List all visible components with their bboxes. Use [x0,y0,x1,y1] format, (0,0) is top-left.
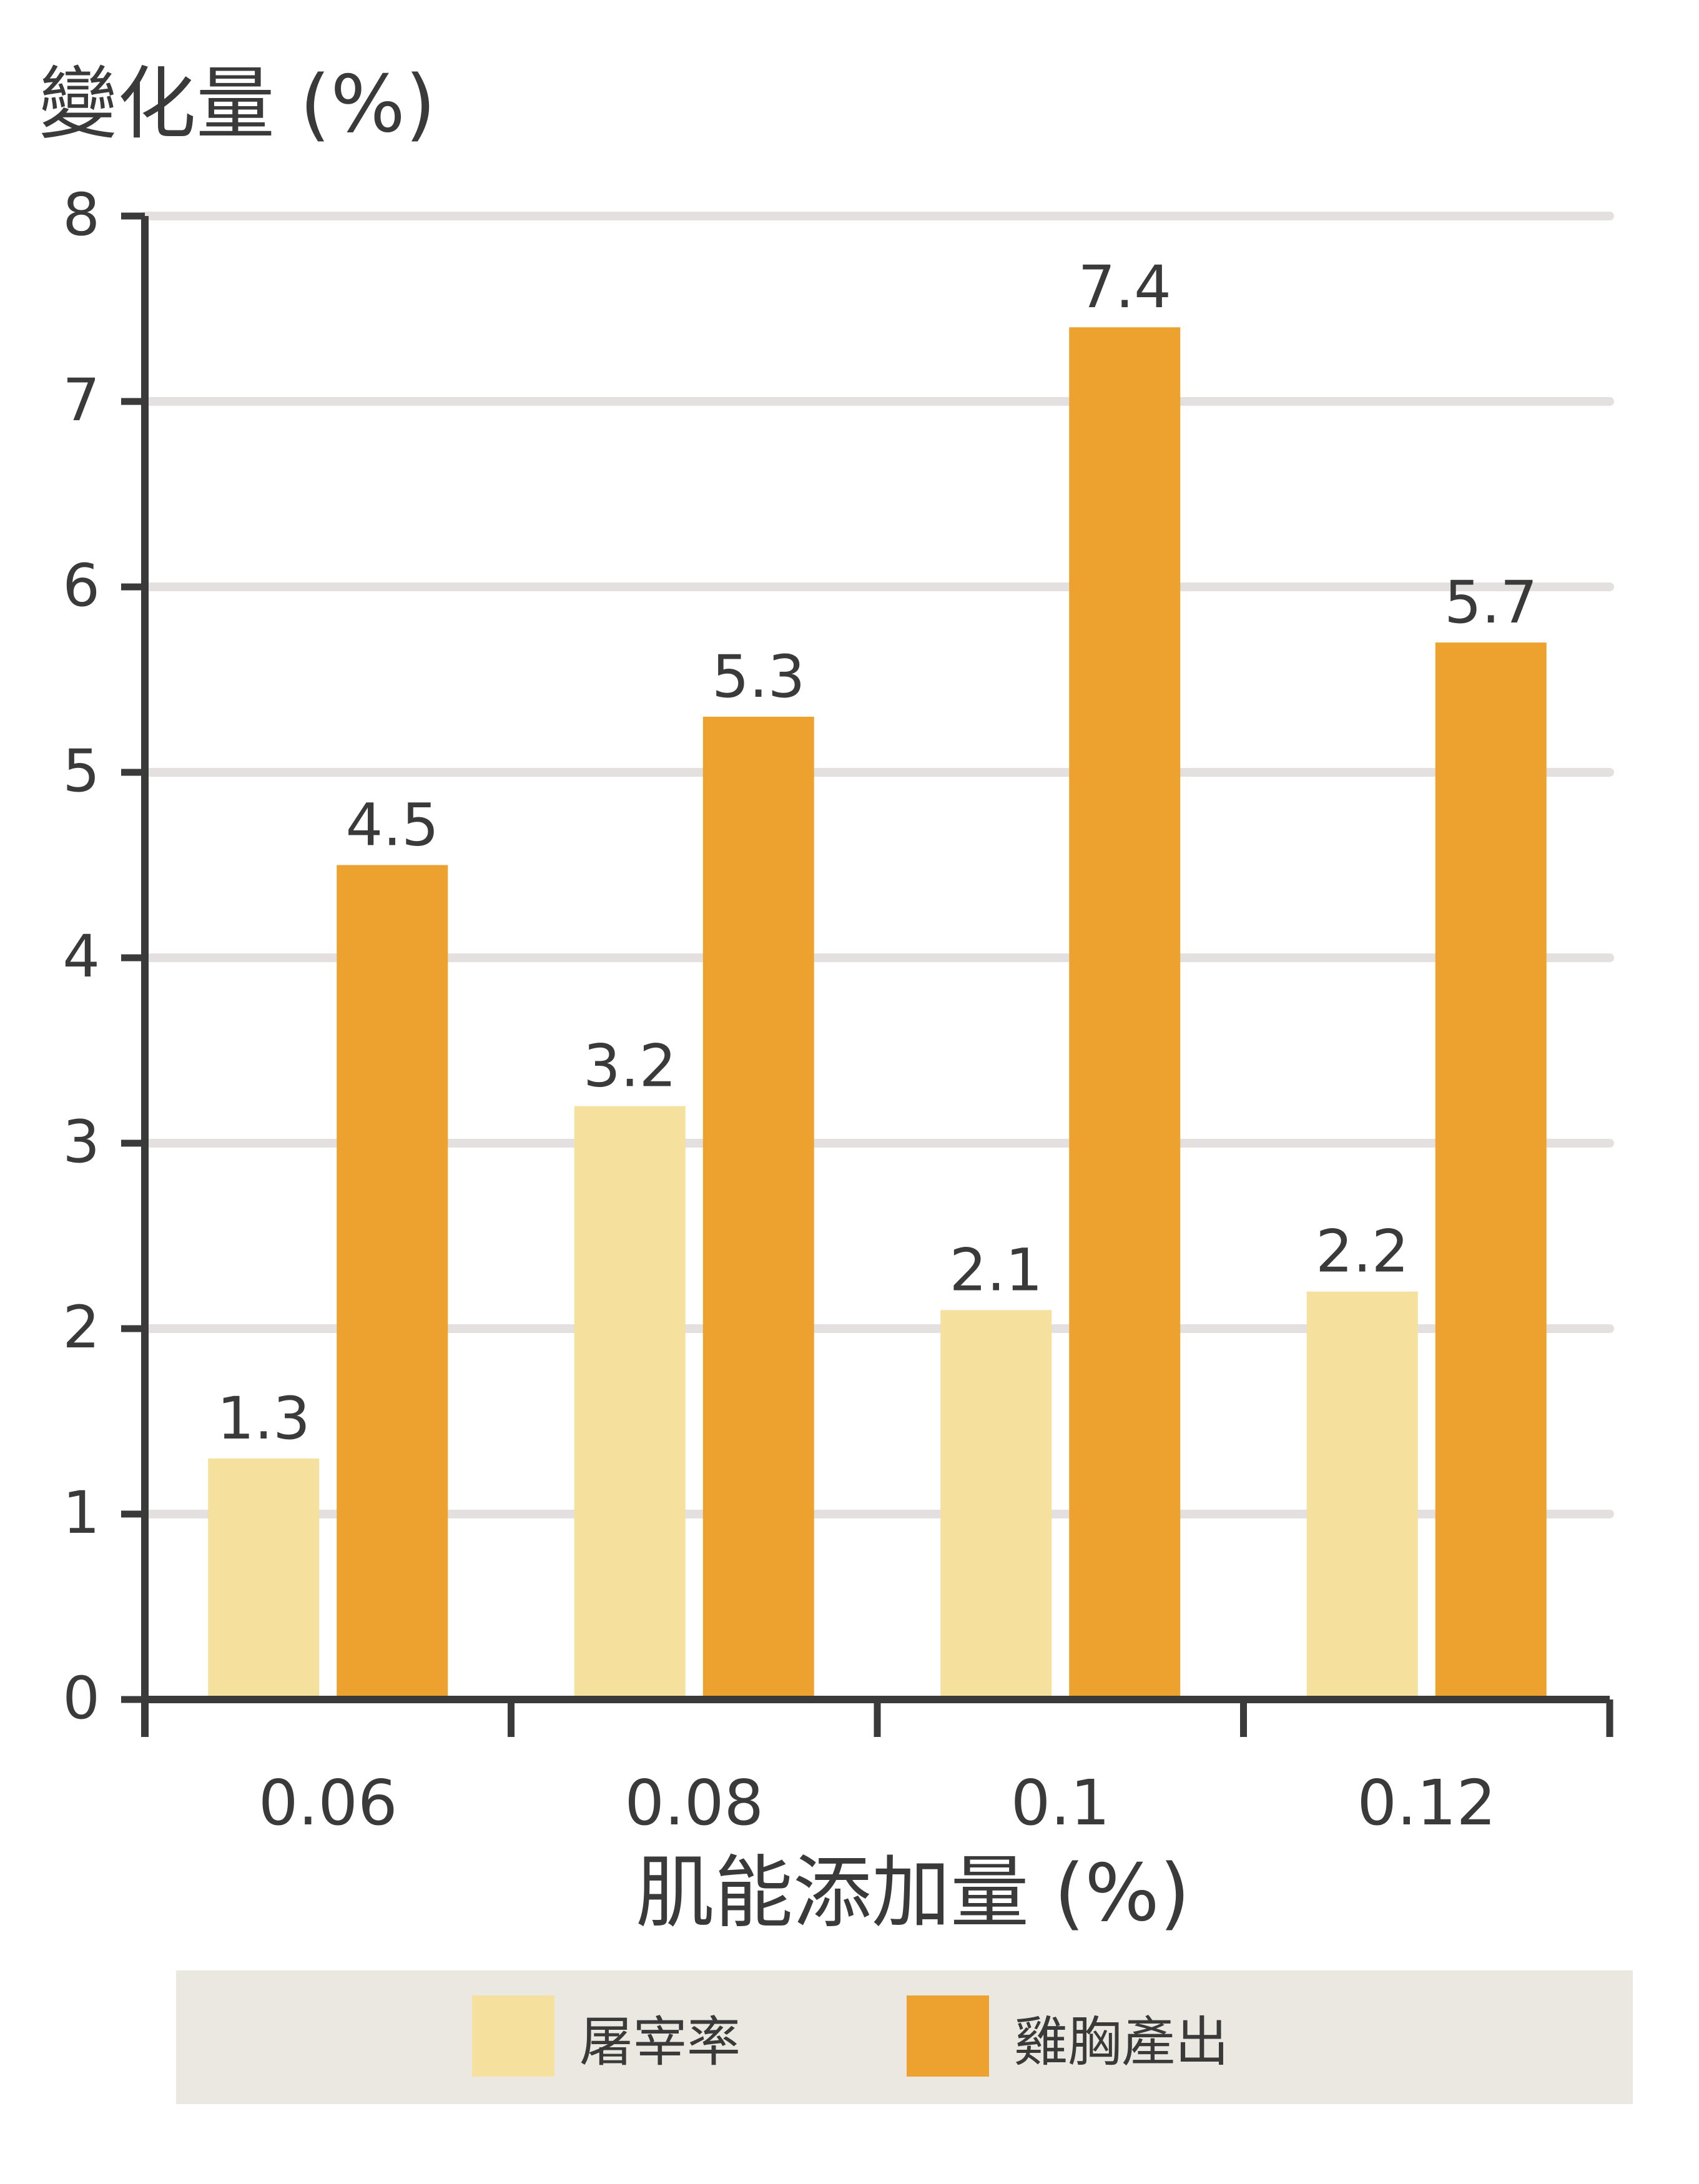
y-tick-label-6: 6 [62,552,100,620]
bar-series1-0.12 [1435,642,1547,1699]
y-tick-label-8: 8 [62,181,100,249]
bar-series0-0.1 [940,1310,1052,1699]
data-labels: 1.3 4.5 3.2 5.3 2.1 7.4 2.2 5.7 [217,253,1538,1453]
y-tick-label-4: 4 [62,923,100,991]
y-tick-label-2: 2 [62,1294,100,1362]
legend-background [176,1970,1633,2104]
data-label-series1-0.12: 5.7 [1444,569,1538,637]
y-tick-label-1: 1 [62,1479,100,1547]
x-tick-label-0.1: 0.1 [1011,1766,1110,1839]
data-label-series0-0.08: 3.2 [583,1033,677,1101]
bars [208,327,1547,1700]
x-axis-title: 肌能添加量 (%) [636,1847,1190,1939]
data-label-series1-0.06: 4.5 [346,792,440,860]
x-tick-label-0.08: 0.08 [624,1766,764,1839]
bar-series1-0.08 [702,716,814,1699]
data-label-series0-0.1: 2.1 [950,1236,1043,1304]
legend-swatch-chicken-breast-yield [907,1995,989,2077]
data-label-series1-0.08: 5.3 [712,643,805,711]
data-label-series1-0.1: 7.4 [1078,253,1172,322]
bar-series0-0.08 [574,1106,686,1699]
legend-label-chicken-breast-yield: 雞胸產出 [1014,2011,1229,2073]
y-tick-label-5: 5 [62,737,100,805]
y-tick-label-0: 0 [62,1665,100,1733]
legend: 屠宰率 雞胸產出 [176,1970,1633,2104]
data-label-series0-0.12: 2.2 [1316,1218,1409,1286]
y-tick-label-3: 3 [62,1108,100,1176]
x-tick-label-0.06: 0.06 [259,1766,398,1839]
legend-swatch-slaughter-rate [472,1995,554,2077]
bar-series0-0.06 [208,1458,320,1699]
bar-series0-0.12 [1306,1291,1418,1699]
y-tick-label-7: 7 [62,366,100,435]
y-axis-title: 變化量 (%) [39,58,436,150]
axes: 0 1 2 3 4 5 6 7 8 0.06 0.08 0.1 0.12 [62,181,1613,1839]
bar-series1-0.06 [337,865,448,1699]
x-tick-label-0.12: 0.12 [1357,1766,1496,1839]
legend-label-slaughter-rate: 屠宰率 [579,2011,741,2073]
data-label-series0-0.06: 1.3 [217,1385,311,1453]
bar-series1-0.1 [1069,327,1181,1700]
